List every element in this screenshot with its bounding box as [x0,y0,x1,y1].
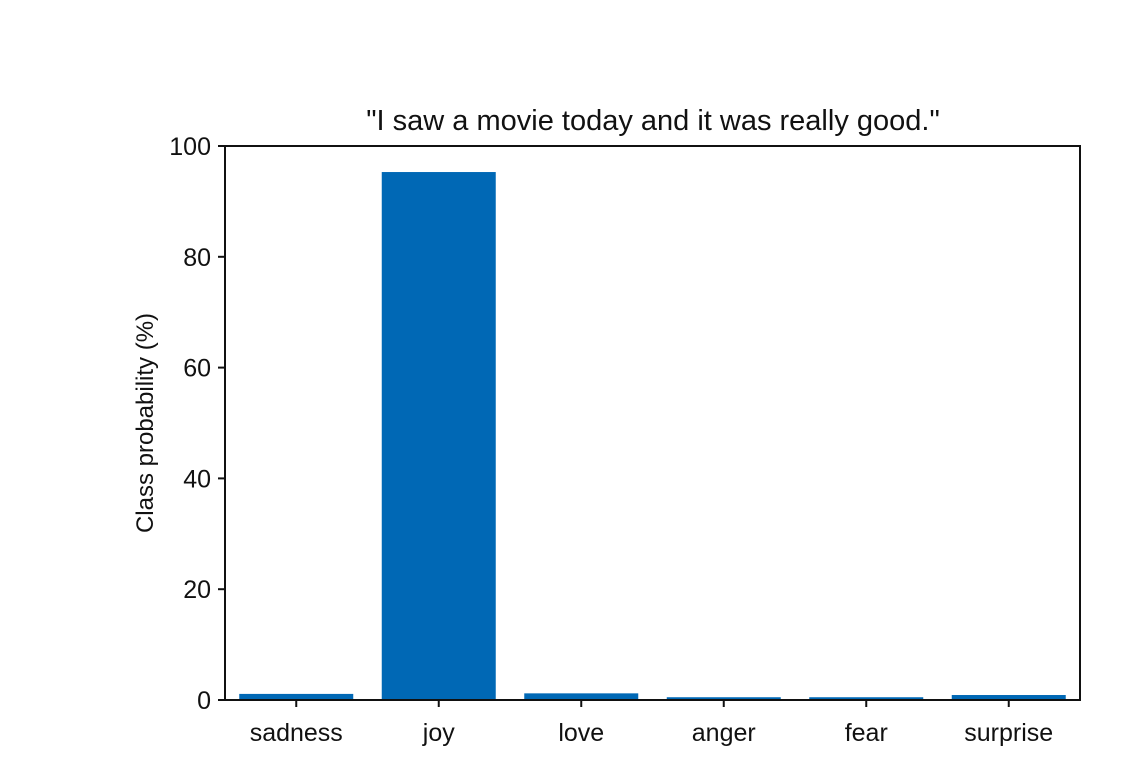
x-tick-label: sadness [250,719,343,747]
y-axis-label: Class probability (%) [132,313,159,533]
x-axis-ticks: sadness joy love anger fear surprise [250,700,1053,747]
bar-joy [381,172,496,701]
x-tick-label: love [558,719,604,747]
y-tick-label: 20 [183,576,211,604]
bar-sadness [239,693,354,700]
bar-fear [809,697,924,700]
x-tick-label: anger [692,719,756,747]
bars-group [239,172,1066,701]
y-axis-ticks: 0 20 40 60 80 100 [169,133,225,715]
chart-title: "I saw a movie today and it was really g… [366,105,940,137]
y-tick-label: 100 [169,133,211,161]
x-tick-label: fear [845,719,888,747]
y-tick-label: 80 [183,244,211,272]
x-tick-label: joy [422,719,455,747]
bar-surprise [951,695,1066,700]
y-tick-label: 40 [183,465,211,493]
x-tick-label: surprise [964,719,1053,747]
bar-love [524,693,639,700]
y-tick-label: 0 [197,687,211,715]
bar-anger [666,697,781,700]
plot-frame [224,145,1081,701]
y-tick-label: 60 [183,355,211,383]
